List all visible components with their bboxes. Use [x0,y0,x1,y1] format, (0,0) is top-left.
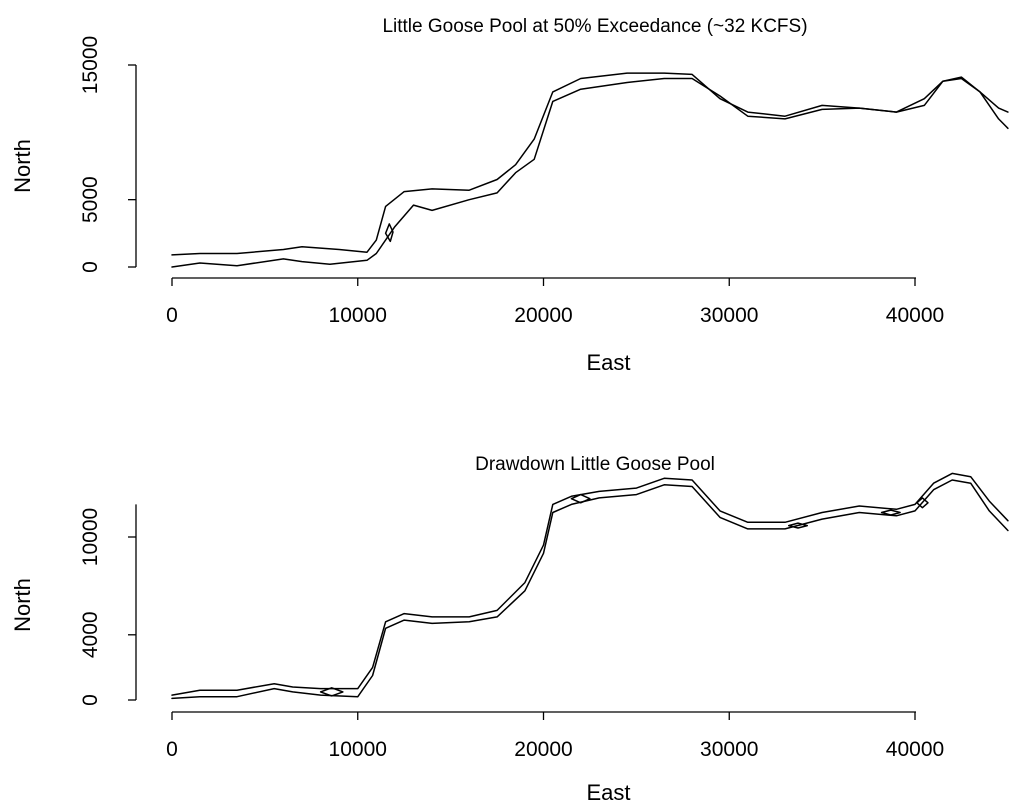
x-tick-label: 0 [166,304,178,327]
y-tick-label: 0 [79,261,102,273]
x-tick-label: 30000 [700,304,758,327]
x-tick-label: 40000 [886,304,944,327]
y-axis-title: North [10,139,35,193]
x-tick-label: 10000 [329,738,387,761]
x-tick-label: 30000 [700,738,758,761]
y-tick-label: 0 [79,694,102,706]
panel-bottom-drawdown: Drawdown Little Goose Pool 0 10000 20000 300… [10,454,1009,805]
x-tick-label: 10000 [329,304,387,327]
island-outline [319,687,344,697]
chart-title: Little Goose Pool at 50% Exceedance (~32… [382,16,807,37]
island-outline [787,522,809,529]
island-outline [916,497,929,509]
x-tick-label: 20000 [514,738,572,761]
south-bank-line [171,77,1009,268]
y-tick-label: 15000 [79,36,102,94]
y-tick-label: 4000 [79,611,102,658]
y-axis-title: North [10,578,35,632]
north-bank-line [171,72,1009,256]
y-tick-label: 10000 [79,508,102,566]
x-tick-label: 20000 [514,304,572,327]
chart-title: Drawdown Little Goose Pool [475,454,715,475]
island-outline [570,493,591,504]
y-tick-label: 5000 [79,176,102,223]
x-axis-title: East [586,350,630,375]
x-axis-title: East [586,780,630,805]
island-outline [880,509,901,516]
x-tick-label: 40000 [886,738,944,761]
north-bank-line [171,472,1009,696]
x-tick-label: 0 [166,738,178,761]
panel-top-little-goose-pool: Little Goose Pool at 50% Exceedance (~32… [10,16,1009,375]
island-outline [384,223,394,243]
